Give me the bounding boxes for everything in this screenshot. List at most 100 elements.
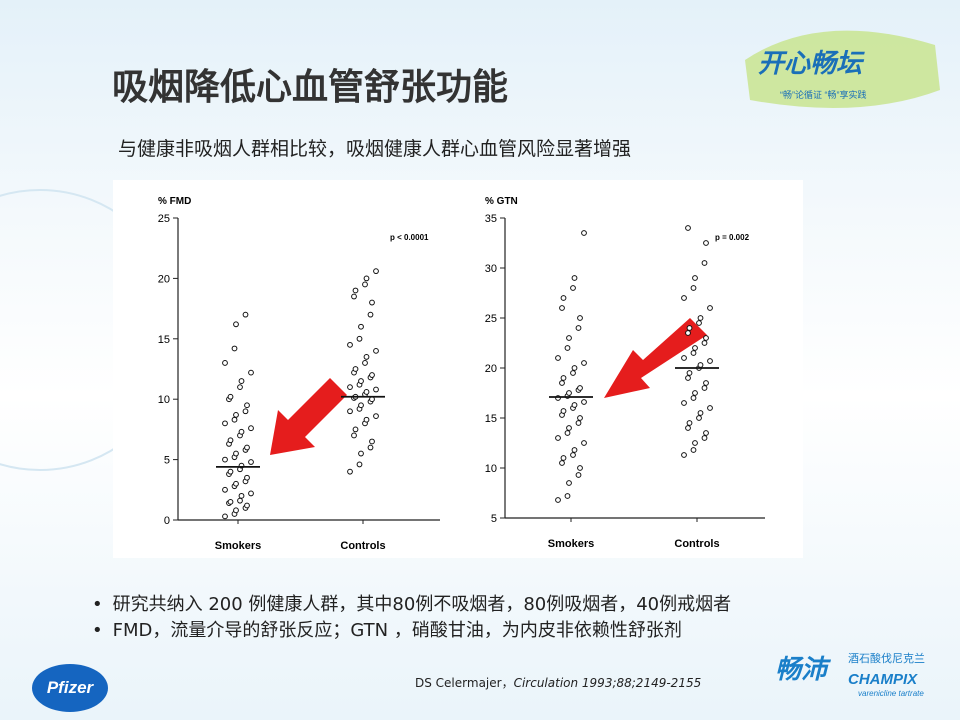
data-dot (227, 468, 234, 475)
data-dot (581, 230, 587, 236)
data-dot (701, 260, 708, 266)
data-dot (690, 350, 697, 356)
y-tick-label: 25 (158, 213, 170, 225)
data-dot (222, 456, 228, 463)
data-dot (571, 402, 578, 408)
data-dot (560, 455, 567, 461)
data-dot (686, 325, 693, 331)
annotation: p = 0.002 (715, 233, 750, 242)
data-dot (248, 490, 254, 497)
data-dot (570, 370, 576, 376)
data-dot (248, 369, 254, 376)
data-dot (697, 315, 704, 321)
logo-forum-tag: “畅”论循证 “畅”享实践 (780, 89, 867, 100)
citation: DS Celermajer，Circulation 1993;88;2149-2… (415, 674, 701, 691)
data-dot (681, 400, 687, 406)
data-dot (571, 447, 578, 453)
data-dot (244, 402, 250, 409)
data-dot (238, 428, 245, 435)
y-tick-label: 5 (164, 455, 170, 467)
x-tick-label: Controls (340, 540, 385, 552)
data-dot (222, 486, 228, 493)
data-dot (244, 502, 250, 509)
data-dot (577, 315, 583, 321)
data-dot (367, 444, 374, 451)
data-dot (701, 435, 708, 441)
data-dot (222, 513, 228, 520)
data-dot (559, 305, 565, 311)
data-dot (566, 335, 572, 341)
data-dot (244, 444, 250, 451)
data-dot (581, 360, 587, 366)
data-dot (227, 498, 234, 505)
data-dot (692, 390, 698, 396)
data-dot (222, 420, 228, 427)
data-dot (697, 410, 704, 416)
data-dot (351, 432, 357, 439)
data-dot (560, 295, 567, 301)
y-tick-label: 10 (158, 394, 170, 406)
data-dot (358, 402, 364, 409)
data-dot (560, 408, 567, 414)
data-dot (681, 295, 687, 301)
data-dot (555, 435, 561, 441)
data-dot (685, 425, 691, 431)
bullets: 研究共纳入 200 例健康人群，其中80例不吸烟者，80例吸烟者，40例戒烟者 … (92, 592, 732, 644)
data-dot (697, 362, 704, 368)
data-dot (231, 345, 238, 352)
data-dot (696, 320, 702, 326)
data-dot (559, 380, 565, 386)
data-dot (555, 497, 561, 503)
data-dot (238, 378, 245, 384)
data-dot (575, 325, 582, 331)
data-dot (703, 380, 709, 386)
data-dot (707, 305, 713, 311)
data-dot (581, 440, 587, 446)
charts: % FMD p < 0.0001 0 5 10 15 20 25 Smokers Controls… (158, 196, 765, 552)
data-dot (238, 492, 245, 499)
data-dot (577, 415, 583, 421)
data-dot (701, 340, 708, 346)
data-dot (363, 389, 370, 395)
brand: 畅沛 (775, 654, 832, 684)
brand-generic: varenicline tartrate (858, 689, 924, 698)
data-dot (347, 408, 353, 415)
data-dot (703, 240, 709, 246)
data-dot (347, 468, 353, 475)
data-dot (570, 452, 576, 458)
data-dot (352, 287, 359, 294)
data-dot (248, 425, 254, 432)
bullet: FMD，流量介导的舒张反应；GTN ，硝酸甘油，为内皮非依赖性舒张剂 (92, 618, 731, 644)
data-dot (701, 385, 708, 391)
data-dot (352, 366, 359, 372)
data-dot (696, 415, 702, 421)
data-dot (369, 299, 375, 306)
data-dot (707, 405, 713, 411)
data-dot (566, 425, 572, 431)
y-tick-label: 15 (485, 413, 497, 425)
x-tick-label: Controls (674, 538, 719, 550)
data-dot (363, 354, 370, 360)
data-dot (690, 447, 697, 453)
data-dot (244, 474, 250, 481)
y-tick-label: 35 (485, 213, 497, 225)
y-tick-label: 15 (158, 334, 170, 346)
data-dot (686, 420, 693, 426)
data-dot (581, 399, 587, 405)
x-tick-label: Smokers (548, 538, 594, 550)
data-dot (577, 385, 583, 391)
data-dot (559, 460, 565, 466)
data-dot (233, 480, 239, 487)
data-dot (351, 293, 357, 300)
data-dot (227, 393, 234, 400)
data-dot (703, 335, 709, 341)
brand-en: CHAMPIX (848, 671, 918, 688)
data-dot (703, 430, 709, 436)
data-dot (369, 372, 375, 378)
data-dot (227, 437, 234, 444)
data-dot (681, 452, 687, 458)
data-dot (369, 438, 375, 445)
logo-shape (745, 30, 940, 109)
